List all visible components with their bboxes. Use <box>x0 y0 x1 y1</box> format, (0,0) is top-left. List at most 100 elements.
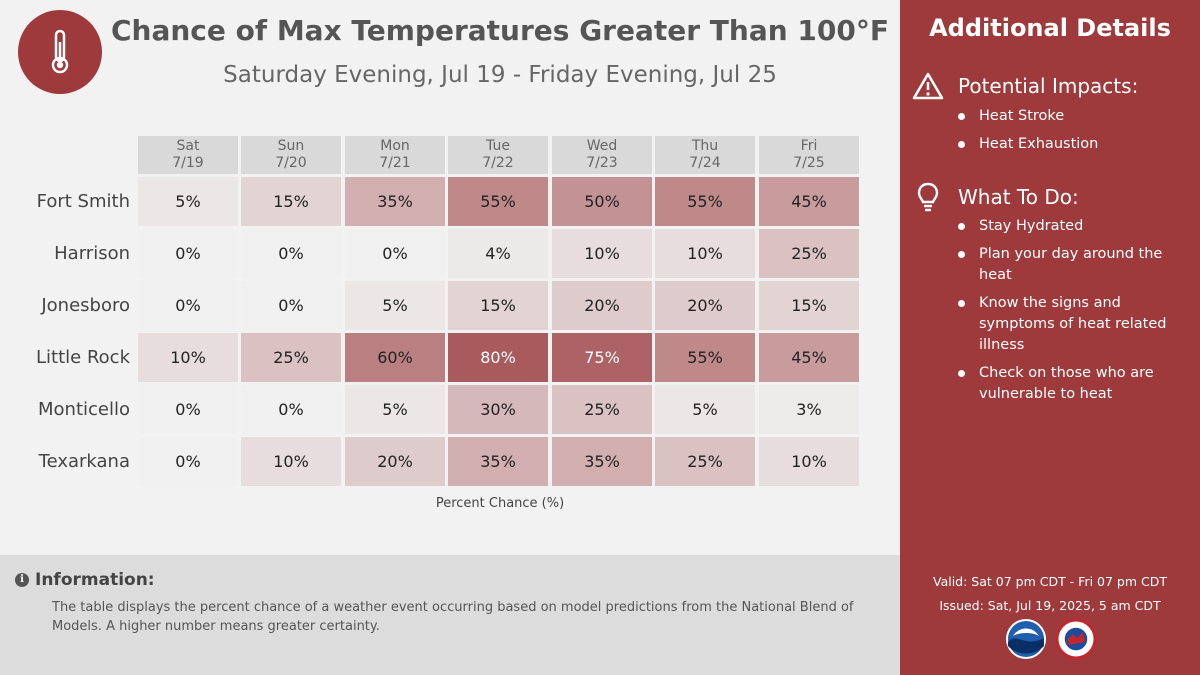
probability-cell: 25% <box>655 437 755 486</box>
probability-cell: 20% <box>655 281 755 330</box>
probability-cell: 0% <box>241 281 341 330</box>
probability-cell: 15% <box>241 177 341 226</box>
probability-cell: 45% <box>759 177 859 226</box>
probability-cell: 55% <box>448 177 548 226</box>
city-label: Little Rock <box>36 347 130 368</box>
probability-cell: 60% <box>345 333 445 382</box>
list-item: Know the signs and symptoms of heat rela… <box>955 293 1185 356</box>
info-text: The table displays the percent chance of… <box>52 600 854 634</box>
probability-cell: 3% <box>759 385 859 434</box>
impacts-heading-label: Potential Impacts: <box>958 74 1139 98</box>
todo-heading-label: What To Do: <box>958 185 1079 209</box>
valid-text: Valid: Sat 07 pm CDT - Fri 07 pm CDT <box>932 574 1167 589</box>
city-label: Jonesboro <box>41 295 130 316</box>
validity-info: Valid: Sat 07 pm CDT - Fri 07 pm CDT Iss… <box>900 570 1200 618</box>
day-header: Tue 7/22 <box>448 136 548 174</box>
probability-cell: 50% <box>552 177 652 226</box>
info-title: Information: <box>35 570 155 590</box>
city-label: Monticello <box>38 399 130 420</box>
day-header: Fri 7/25 <box>759 136 859 174</box>
probability-cell: 0% <box>345 229 445 278</box>
city-label: Texarkana <box>38 451 130 472</box>
probability-cell: 35% <box>552 437 652 486</box>
probability-cell: 55% <box>655 177 755 226</box>
details-sidebar: Additional Details Potential Impacts: He… <box>900 0 1200 675</box>
probability-cell: 35% <box>448 437 548 486</box>
list-item: Plan your day around the heat <box>955 244 1185 286</box>
day-name: Mon <box>380 138 410 154</box>
probability-cell: 4% <box>448 229 548 278</box>
probability-cell: 5% <box>345 385 445 434</box>
probability-cell: 5% <box>655 385 755 434</box>
day-name: Wed <box>586 138 618 154</box>
probability-cell: 55% <box>655 333 755 382</box>
issued-text: Issued: Sat, Jul 19, 2025, 5 am CDT <box>939 598 1161 613</box>
day-date: 7/21 <box>379 155 411 171</box>
todo-list: Stay Hydrated Plan your day around the he… <box>955 216 1185 412</box>
noaa-logo-icon <box>1006 619 1046 659</box>
todo-heading: What To Do: <box>912 181 1079 213</box>
page-title: Chance of Max Temperatures Greater Than … <box>111 14 889 47</box>
list-item: Heat Stroke <box>955 106 1185 127</box>
day-header: Sun 7/20 <box>241 136 341 174</box>
day-date: 7/23 <box>586 155 618 171</box>
warning-icon <box>912 72 944 100</box>
probability-cell: 0% <box>138 385 238 434</box>
probability-cell: 30% <box>448 385 548 434</box>
probability-cell: 10% <box>241 437 341 486</box>
info-icon: i <box>15 573 29 587</box>
probability-cell: 10% <box>655 229 755 278</box>
probability-cell: 10% <box>759 437 859 486</box>
probability-cell: 75% <box>552 333 652 382</box>
city-label: Fort Smith <box>36 191 130 212</box>
probability-cell: 25% <box>759 229 859 278</box>
day-name: Thu <box>691 138 719 154</box>
agency-logos <box>1005 618 1097 660</box>
axis-label: Percent Chance (%) <box>435 496 565 511</box>
day-name: Sun <box>277 138 305 154</box>
info-heading: i Information: <box>15 570 155 590</box>
probability-cell: 20% <box>345 437 445 486</box>
probability-cell: 20% <box>552 281 652 330</box>
probability-cell: 45% <box>759 333 859 382</box>
city-label: Harrison <box>54 243 130 264</box>
list-item: Check on those who are vulnerable to hea… <box>955 363 1185 405</box>
probability-cell: 5% <box>345 281 445 330</box>
day-name: Fri <box>800 138 818 154</box>
probability-cell: 25% <box>552 385 652 434</box>
page-subtitle: Saturday Evening, Jul 19 - Friday Evenin… <box>223 62 777 88</box>
lightbulb-icon <box>917 182 939 212</box>
probability-cell: 5% <box>138 177 238 226</box>
probability-cell: 0% <box>241 229 341 278</box>
thermometer-icon <box>51 29 69 74</box>
nws-logo-icon <box>1055 618 1097 660</box>
day-date: 7/24 <box>689 155 721 171</box>
probability-cell: 0% <box>138 229 238 278</box>
day-date: 7/25 <box>793 155 825 171</box>
probability-cell: 15% <box>448 281 548 330</box>
list-item: Heat Exhaustion <box>955 134 1185 155</box>
thermometer-badge <box>18 10 102 94</box>
day-header: Wed 7/23 <box>552 136 652 174</box>
day-name: Tue <box>486 138 510 154</box>
probability-cell: 35% <box>345 177 445 226</box>
impacts-list: Heat Stroke Heat Exhaustion <box>955 106 1185 162</box>
probability-cell: 80% <box>448 333 548 382</box>
info-panel <box>0 555 900 675</box>
probability-cell: 10% <box>138 333 238 382</box>
day-date: 7/22 <box>482 155 514 171</box>
list-item: Stay Hydrated <box>955 216 1185 237</box>
probability-cell: 0% <box>241 385 341 434</box>
day-date: 7/20 <box>275 155 307 171</box>
day-date: 7/19 <box>172 155 204 171</box>
main-panel: Chance of Max Temperatures Greater Than … <box>18 10 889 511</box>
probability-cell: 15% <box>759 281 859 330</box>
probability-cell: 25% <box>241 333 341 382</box>
probability-cell: 0% <box>138 437 238 486</box>
probability-cell: 0% <box>138 281 238 330</box>
sidebar-title: Additional Details <box>929 14 1171 42</box>
probability-cell: 10% <box>552 229 652 278</box>
impacts-heading: Potential Impacts: <box>912 72 1138 100</box>
day-name: Sat <box>176 138 200 154</box>
day-header: Sat 7/19 <box>138 136 238 174</box>
